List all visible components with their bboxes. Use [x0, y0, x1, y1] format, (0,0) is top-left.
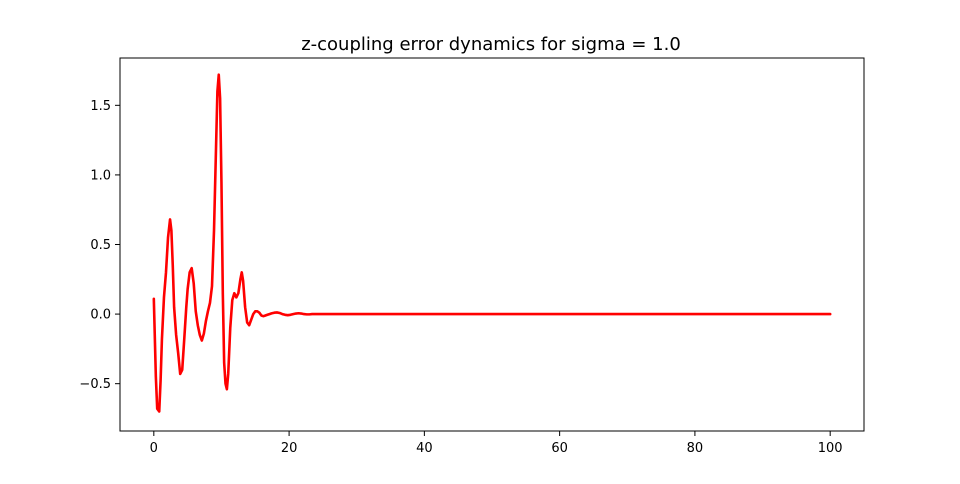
x-tick-label: 20: [281, 441, 298, 456]
x-tick-label: 80: [687, 441, 704, 456]
x-tick-label: 0: [150, 441, 158, 456]
chart-title: z-coupling error dynamics for sigma = 1.…: [301, 34, 681, 55]
y-axis-ticks: −0.5 0.0 0.5 1.0 1.5: [79, 99, 120, 392]
series-line-0: [152, 73, 832, 413]
plot-layer: [152, 73, 832, 413]
x-axis-ticks: 0 20 40 60 80 100: [150, 431, 843, 456]
x-tick-label: 40: [416, 441, 433, 456]
y-tick-label: 0.0: [90, 308, 111, 323]
y-tick-label: 1.5: [90, 99, 111, 114]
y-tick-label: −0.5: [79, 377, 111, 392]
x-tick-label: 60: [551, 441, 568, 456]
axes-frame: [119, 57, 865, 432]
x-tick-label: 100: [818, 441, 843, 456]
y-tick-label: 1.0: [90, 168, 111, 183]
y-tick-label: 0.5: [90, 238, 111, 253]
